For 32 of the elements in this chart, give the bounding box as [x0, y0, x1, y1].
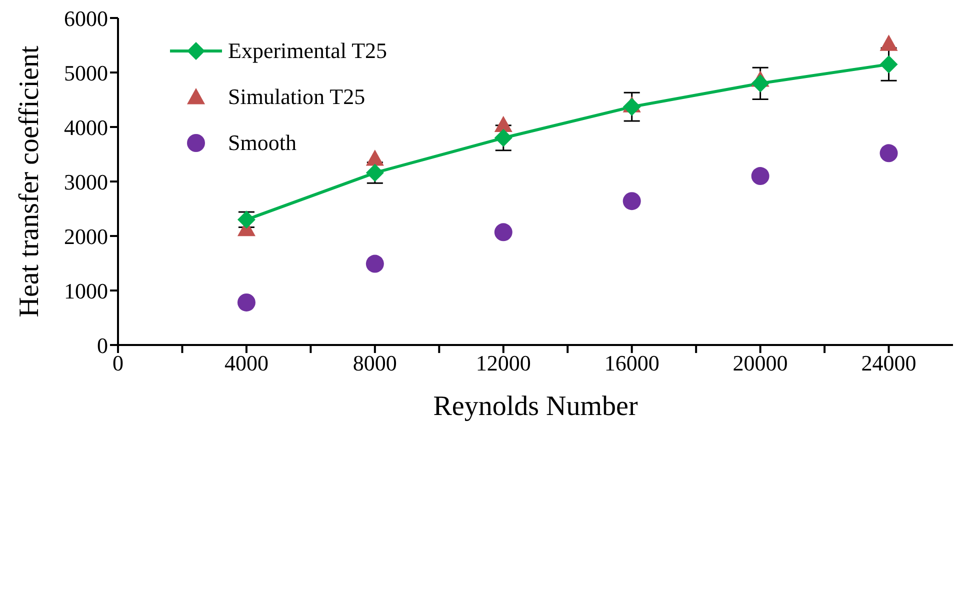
y-tick-label: 1000 [64, 278, 108, 304]
x-tick-label: 0 [112, 350, 124, 376]
point [494, 116, 512, 132]
x-tick-label: 8000 [352, 350, 397, 376]
y-tick-label: 5000 [64, 60, 108, 86]
point [366, 254, 384, 273]
legend-label: Smooth [228, 130, 296, 156]
point [622, 192, 641, 210]
x-tick-label: 24000 [861, 350, 916, 376]
point [237, 293, 256, 312]
point [751, 74, 770, 92]
legend-label: Experimental T25 [228, 38, 388, 64]
x-axis-title: Reynolds Number [433, 391, 638, 422]
y-tick-label: 3000 [64, 169, 108, 194]
x-tick-label: 20000 [732, 350, 788, 376]
x-tick-label: 16000 [604, 350, 660, 376]
y-tick-label: 0 [97, 332, 108, 358]
point [366, 150, 384, 166]
x-tick-label: 4000 [224, 350, 268, 376]
point [622, 98, 641, 116]
point [751, 167, 770, 186]
point [494, 128, 512, 147]
y-tick-label: 4000 [64, 114, 108, 140]
point [880, 55, 898, 74]
point [880, 144, 898, 162]
legend-label: Simulation T25 [228, 84, 366, 110]
x-tick-label: 12000 [476, 350, 531, 376]
y-tick-label: 2000 [64, 224, 108, 249]
y-axis-title: Heat transfer coefficient [14, 46, 45, 318]
point [494, 223, 512, 242]
y-tick-label: 6000 [64, 6, 108, 31]
point [880, 34, 898, 51]
